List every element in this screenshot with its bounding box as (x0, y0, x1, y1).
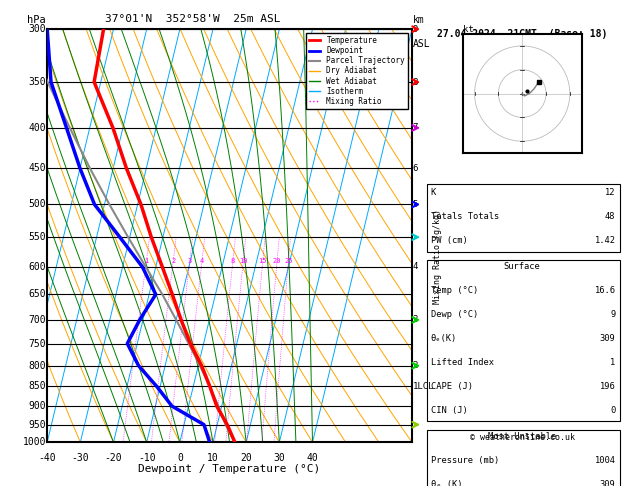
Text: 27.04.2024  21GMT  (Base: 18): 27.04.2024 21GMT (Base: 18) (437, 29, 607, 39)
Text: 2: 2 (413, 361, 418, 370)
Text: 8: 8 (231, 258, 235, 264)
Text: 5: 5 (413, 200, 418, 209)
Text: Pressure (mb): Pressure (mb) (431, 456, 499, 465)
Text: Mixing Ratio (g/kg): Mixing Ratio (g/kg) (433, 209, 442, 304)
Text: 30: 30 (274, 452, 285, 463)
Text: 350: 350 (28, 77, 46, 87)
Text: 9: 9 (610, 310, 615, 319)
Text: 750: 750 (28, 339, 46, 348)
Text: 8: 8 (413, 78, 418, 87)
Bar (426, 260, 620, 421)
Text: 15: 15 (259, 258, 267, 264)
Text: 20: 20 (240, 452, 252, 463)
Text: 1004: 1004 (594, 456, 615, 465)
Text: 4: 4 (413, 262, 418, 272)
Text: PW (cm): PW (cm) (431, 236, 467, 245)
Text: Dewp (°C): Dewp (°C) (431, 310, 478, 319)
Text: 309: 309 (599, 480, 615, 486)
Text: 600: 600 (28, 262, 46, 272)
Text: 309: 309 (599, 334, 615, 343)
Text: -40: -40 (38, 452, 56, 463)
Text: θₑ (K): θₑ (K) (431, 480, 462, 486)
Text: ASL: ASL (413, 39, 430, 50)
Text: 10: 10 (207, 452, 219, 463)
Text: 1.42: 1.42 (594, 236, 615, 245)
Text: 1: 1 (610, 358, 615, 367)
Text: 300: 300 (28, 24, 46, 34)
Text: -20: -20 (104, 452, 122, 463)
Text: hPa: hPa (27, 15, 46, 25)
Text: 1: 1 (144, 258, 148, 264)
Text: 9: 9 (413, 25, 418, 34)
Text: Surface: Surface (504, 262, 540, 271)
Text: CAPE (J): CAPE (J) (431, 382, 473, 391)
Text: 700: 700 (28, 315, 46, 325)
Text: © weatheronline.co.uk: © weatheronline.co.uk (470, 433, 574, 442)
Text: 450: 450 (28, 163, 46, 174)
Text: kt: kt (463, 25, 474, 34)
Text: K: K (431, 188, 436, 197)
Text: 196: 196 (599, 382, 615, 391)
Text: 0: 0 (610, 406, 615, 415)
Text: 850: 850 (28, 382, 46, 392)
Text: 3: 3 (187, 258, 192, 264)
Text: CIN (J): CIN (J) (431, 406, 467, 415)
Text: 12: 12 (605, 188, 615, 197)
Text: Temp (°C): Temp (°C) (431, 286, 478, 295)
Text: 2: 2 (171, 258, 175, 264)
Text: km: km (413, 15, 425, 25)
Bar (426, 184, 620, 252)
Text: θₑ(K): θₑ(K) (431, 334, 457, 343)
Text: 25: 25 (284, 258, 292, 264)
Text: 550: 550 (28, 232, 46, 242)
Title: 37°01'N  352°58'W  25m ASL: 37°01'N 352°58'W 25m ASL (105, 14, 281, 24)
Text: 10: 10 (239, 258, 248, 264)
Text: 800: 800 (28, 361, 46, 371)
Legend: Temperature, Dewpoint, Parcel Trajectory, Dry Adiabat, Wet Adiabat, Isotherm, Mi: Temperature, Dewpoint, Parcel Trajectory… (306, 33, 408, 109)
Text: 500: 500 (28, 199, 46, 209)
Text: Totals Totals: Totals Totals (431, 212, 499, 221)
Text: 0: 0 (177, 452, 183, 463)
Text: Most Unstable: Most Unstable (488, 432, 556, 441)
Text: 20: 20 (273, 258, 281, 264)
Text: 1LCL: 1LCL (413, 382, 434, 391)
Text: 7: 7 (413, 123, 418, 132)
Text: Dewpoint / Temperature (°C): Dewpoint / Temperature (°C) (138, 464, 321, 474)
Text: 1000: 1000 (23, 437, 46, 447)
Text: 40: 40 (306, 452, 318, 463)
Text: 400: 400 (28, 123, 46, 133)
Text: Lifted Index: Lifted Index (431, 358, 494, 367)
Text: 950: 950 (28, 419, 46, 430)
Text: -10: -10 (138, 452, 155, 463)
Bar (426, 430, 620, 486)
Text: 900: 900 (28, 401, 46, 411)
Text: 6: 6 (413, 164, 418, 173)
Text: 4: 4 (200, 258, 204, 264)
Text: 3: 3 (413, 315, 418, 324)
Text: 650: 650 (28, 290, 46, 299)
Text: -30: -30 (72, 452, 89, 463)
Text: 48: 48 (605, 212, 615, 221)
Text: 16.6: 16.6 (594, 286, 615, 295)
